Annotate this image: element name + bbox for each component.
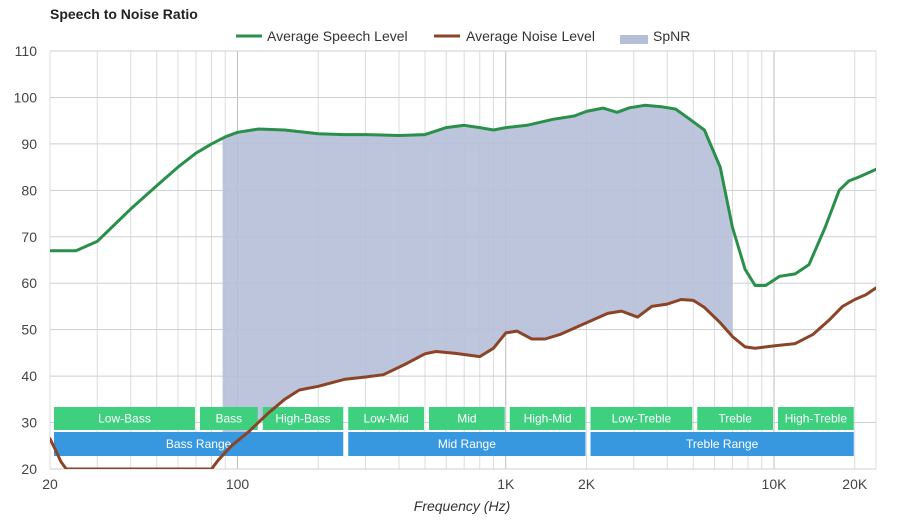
chart-legend: Average Speech Level Average Noise Level… [236,28,690,44]
range-band-label: Mid Range [438,437,496,451]
y-tick-label: 80 [21,182,37,198]
noise-level-line [50,286,876,469]
x-tick-label: 100 [226,476,250,492]
sub-range-band [509,407,586,430]
sub-range-band-label: Bass [216,412,243,426]
sub-range-band [778,407,854,430]
sub-range-band-label: Low-Treble [612,412,672,426]
legend-spnr-swatch [620,35,648,44]
y-tick-label: 100 [14,89,38,105]
y-tick-label: 40 [21,368,37,384]
x-tick-label: 20 [42,476,58,492]
series-lines [50,103,876,469]
sub-range-band [54,407,195,430]
y-tick-label: 50 [21,322,37,338]
sub-range-band-label: High-Bass [275,412,330,426]
x-tick-label: 2K [578,476,596,492]
sub-range-band-label: Mid [457,412,476,426]
y-tick-label: 90 [21,136,37,152]
legend-spnr-label: SpNR [653,28,690,44]
y-tick-label: 60 [21,275,37,291]
range-band [348,432,586,456]
x-tick-label: 10K [762,476,788,492]
sub-range-band [590,407,693,430]
axis-ticks: 20 30 40 50 60 70 80 90 100 110 20 100 1K 2K 10K 20K [14,43,868,492]
y-tick-label: 70 [21,229,37,245]
y-tick-label: 30 [21,415,37,431]
x-tick-label: 20K [842,476,868,492]
sub-range-band [697,407,774,430]
spnr-area-layer [222,105,733,456]
sub-range-band-label: Low-Bass [98,412,151,426]
chart-title: Speech to Noise Ratio [50,6,198,22]
frequency-bands: Low-Bass Bass High-Bass Low-Mid Mid High-Mid L… [54,407,854,456]
sub-range-band-label: High-Mid [524,412,572,426]
range-band-label: Treble Range [686,437,759,451]
speech-level-line [50,103,876,287]
y-tick-label: 20 [21,461,37,477]
x-axis-label: Frequency (Hz) [414,498,510,514]
sub-range-band [199,407,258,430]
sub-range-band-label: Treble [718,412,752,426]
range-band-label: Bass Range [166,437,232,451]
sub-range-band-label: Low-Mid [363,412,408,426]
x-tick-label: 1K [497,476,515,492]
sub-range-band-label: High-Treble [785,412,848,426]
sub-range-band [348,407,425,430]
range-band [54,432,344,456]
y-tick-label: 110 [15,43,38,59]
range-band [590,432,854,456]
legend-noise-label: Average Noise Level [466,28,595,44]
legend-speech-label: Average Speech Level [267,28,408,44]
spnr-area [222,105,733,456]
sub-range-band [262,407,344,430]
sub-range-band [429,407,505,430]
